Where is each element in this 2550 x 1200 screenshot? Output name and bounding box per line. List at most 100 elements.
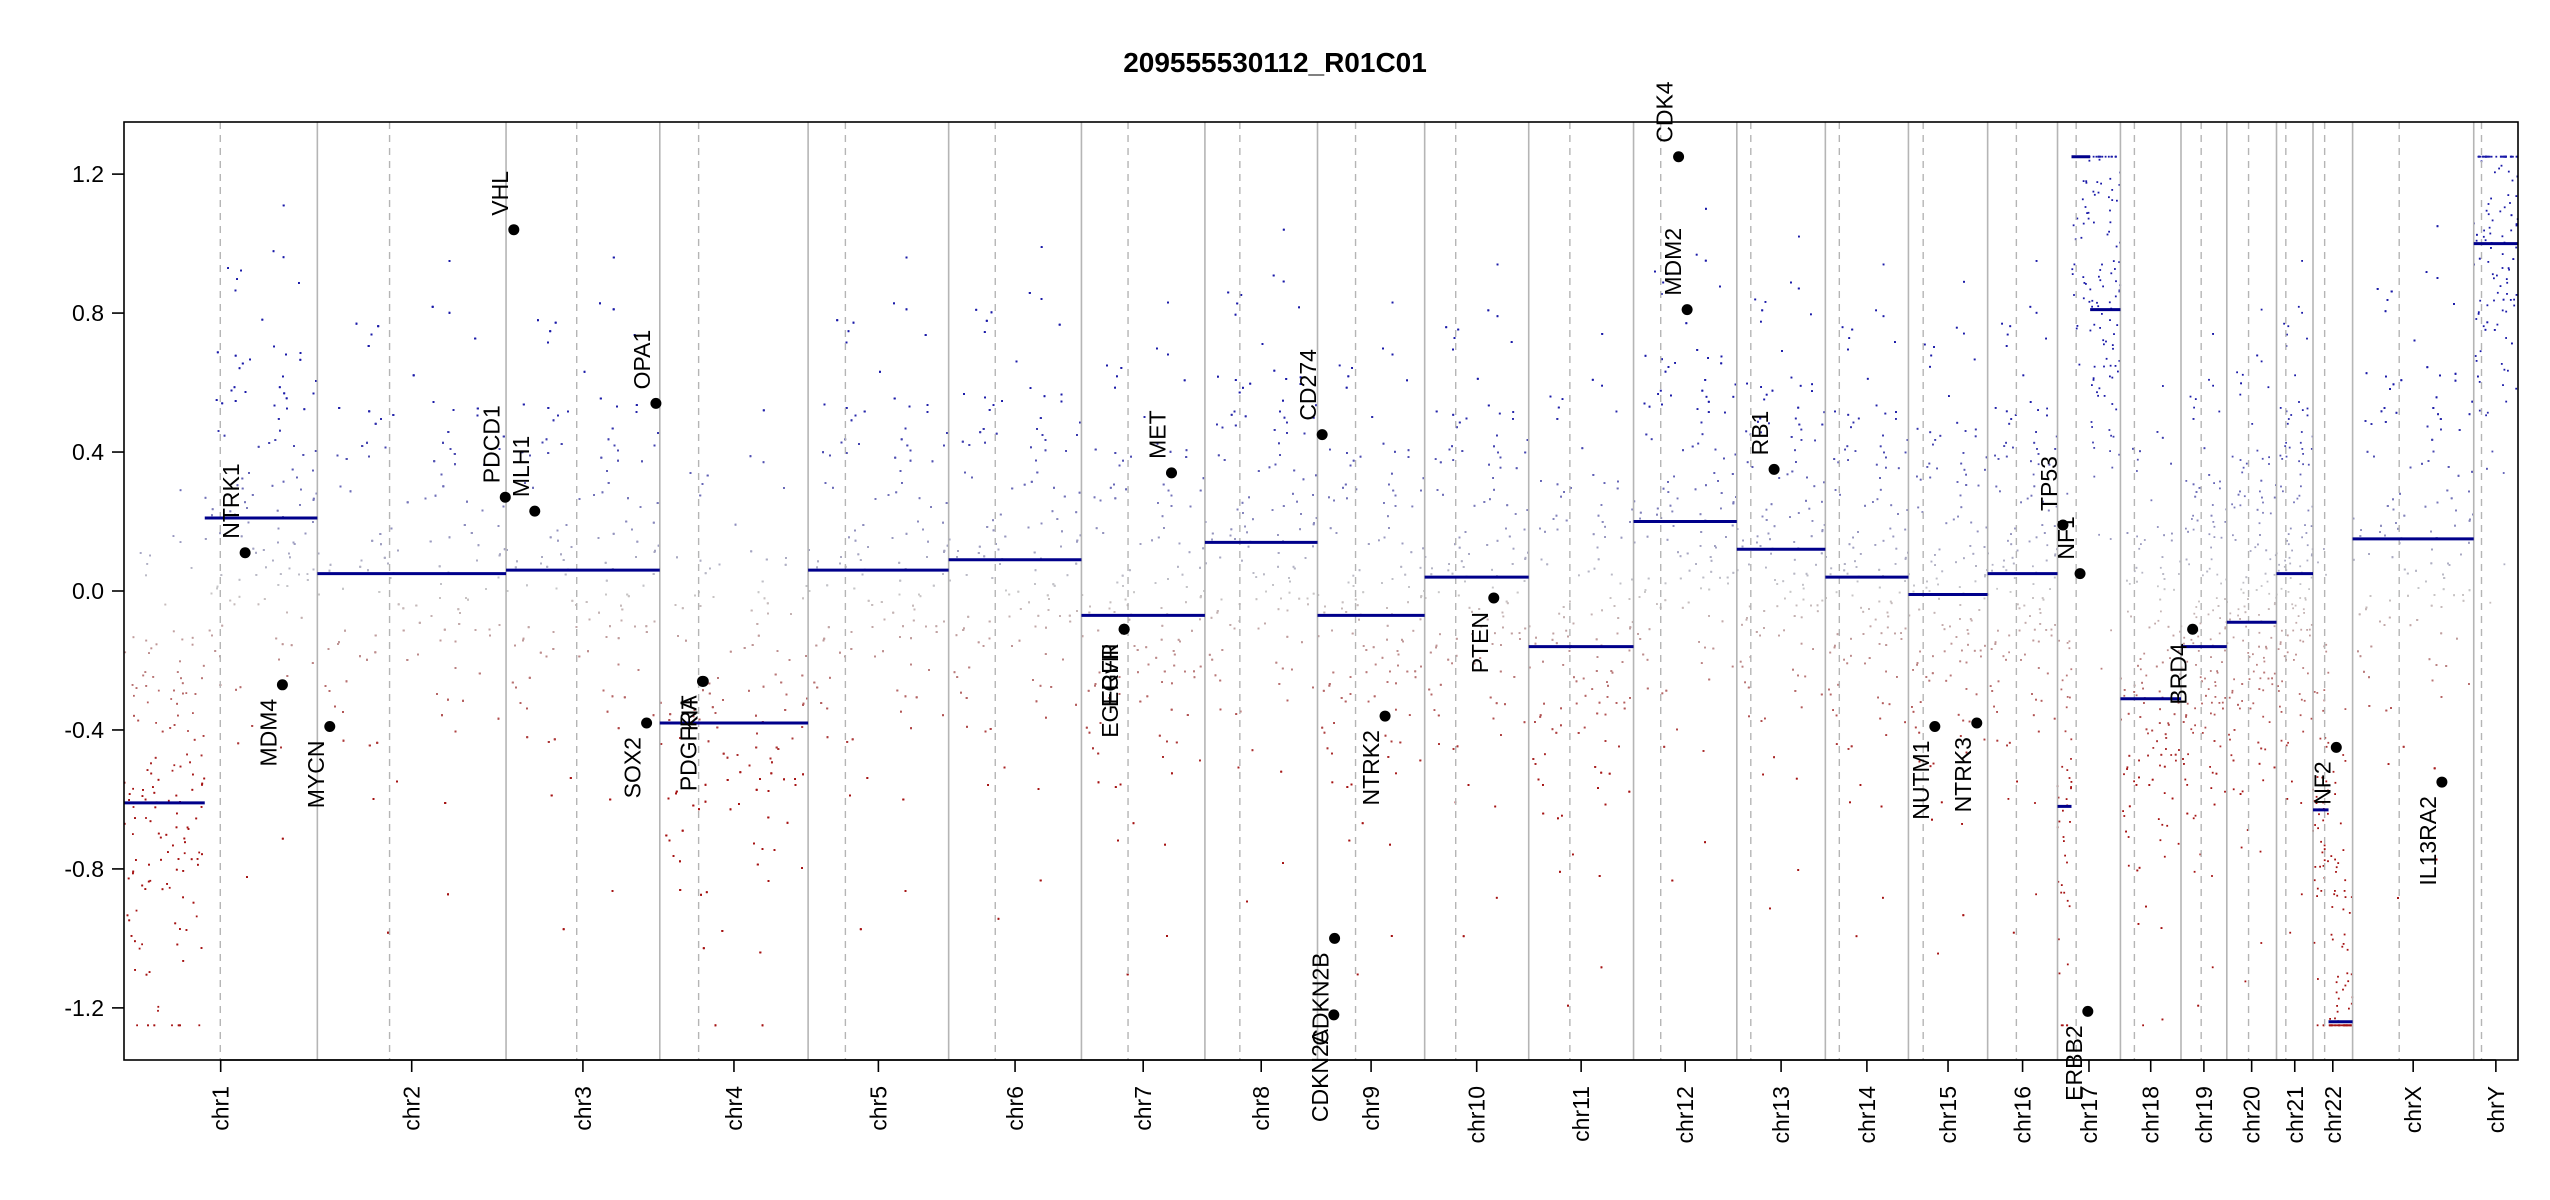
probe-point xyxy=(476,559,478,562)
probe-point xyxy=(968,666,971,669)
probe-point xyxy=(1365,671,1368,674)
probe-point xyxy=(1420,489,1422,492)
probe-point xyxy=(134,969,136,971)
probe-point xyxy=(1076,434,1078,436)
probe-point xyxy=(785,557,787,559)
probe-point xyxy=(1615,410,1618,413)
probe-point xyxy=(1286,635,1289,638)
probe-point xyxy=(157,1009,159,1012)
probe-point xyxy=(1394,494,1397,497)
probe-point xyxy=(1523,580,1526,582)
probe-point xyxy=(1236,508,1239,511)
probe-point xyxy=(820,702,823,704)
probe-point xyxy=(1435,646,1437,649)
probe-point xyxy=(318,593,320,596)
probe-point xyxy=(1291,668,1293,671)
probe-point xyxy=(788,659,791,661)
probe-point xyxy=(672,855,675,857)
probe-point xyxy=(281,837,284,840)
probe-point xyxy=(1497,451,1499,454)
probe-point xyxy=(1185,456,1188,458)
probe-point xyxy=(1479,657,1482,659)
probe-point xyxy=(1583,726,1586,729)
probe-point xyxy=(1607,684,1609,687)
probe-point xyxy=(1048,598,1050,600)
probe-point xyxy=(141,884,144,887)
probe-point xyxy=(132,833,134,835)
probe-point xyxy=(454,730,457,733)
probe-point xyxy=(918,497,921,500)
probe-point xyxy=(1183,379,1186,382)
probe-point xyxy=(1362,591,1365,594)
probe-point xyxy=(1394,505,1397,507)
probe-point xyxy=(1315,517,1318,519)
probe-point xyxy=(987,784,989,786)
probe-point xyxy=(135,687,138,689)
probe-point xyxy=(1424,597,1427,599)
probe-point xyxy=(1114,786,1117,788)
probe-point xyxy=(285,397,288,400)
probe-point xyxy=(1552,632,1555,635)
probe-point xyxy=(1391,472,1393,475)
probe-point xyxy=(943,620,945,623)
probe-point xyxy=(289,556,291,559)
probe-point xyxy=(1088,611,1091,614)
probe-point xyxy=(488,628,491,631)
probe-point xyxy=(1219,708,1222,711)
probe-point xyxy=(182,870,185,872)
probe-point xyxy=(257,445,260,448)
probe-point xyxy=(899,470,902,472)
probe-point xyxy=(286,407,288,410)
probe-point xyxy=(1017,590,1020,593)
probe-point xyxy=(1277,565,1279,568)
probe-point xyxy=(761,580,764,583)
probe-point xyxy=(288,552,290,555)
probe-point xyxy=(1461,450,1464,452)
probe-point xyxy=(1496,263,1499,266)
probe-point xyxy=(1221,649,1224,651)
probe-point xyxy=(1264,622,1266,625)
probe-point xyxy=(1513,676,1516,678)
probe-point xyxy=(433,460,436,463)
probe-point xyxy=(1075,511,1078,514)
probe-point xyxy=(769,757,772,760)
probe-point xyxy=(498,448,501,450)
probe-point xyxy=(545,438,548,441)
probe-point xyxy=(784,709,787,711)
probe-point xyxy=(223,434,226,437)
probe-point xyxy=(378,591,381,593)
probe-point xyxy=(634,625,636,628)
probe-point xyxy=(1500,734,1502,736)
probe-point xyxy=(234,289,237,292)
probe-point xyxy=(1384,734,1387,737)
probe-point xyxy=(233,386,236,389)
probe-point xyxy=(985,319,988,322)
probe-point xyxy=(575,626,578,628)
probe-point xyxy=(246,876,248,878)
probe-point xyxy=(251,725,254,727)
probe-point xyxy=(368,744,371,747)
probe-point xyxy=(1493,488,1495,491)
probe-point xyxy=(1242,512,1244,514)
probe-point xyxy=(1199,596,1202,599)
probe-point xyxy=(161,888,164,891)
probe-point xyxy=(1408,586,1410,588)
probe-point xyxy=(282,375,284,378)
probe-point xyxy=(1125,488,1127,491)
probe-point xyxy=(1216,423,1218,426)
probe-point xyxy=(891,537,894,539)
probe-point xyxy=(992,529,995,532)
probe-point xyxy=(850,648,853,650)
probe-point xyxy=(667,797,670,800)
probe-point xyxy=(1246,900,1248,903)
probe-point xyxy=(1257,470,1260,472)
probe-point xyxy=(721,930,724,932)
probe-point xyxy=(1133,645,1136,647)
probe-point xyxy=(1606,681,1608,683)
probe-point xyxy=(997,548,1000,551)
probe-point xyxy=(179,660,181,663)
probe-point xyxy=(627,595,630,598)
probe-point xyxy=(1108,607,1111,610)
probe-point xyxy=(1387,515,1389,518)
probe-point xyxy=(1600,966,1603,969)
